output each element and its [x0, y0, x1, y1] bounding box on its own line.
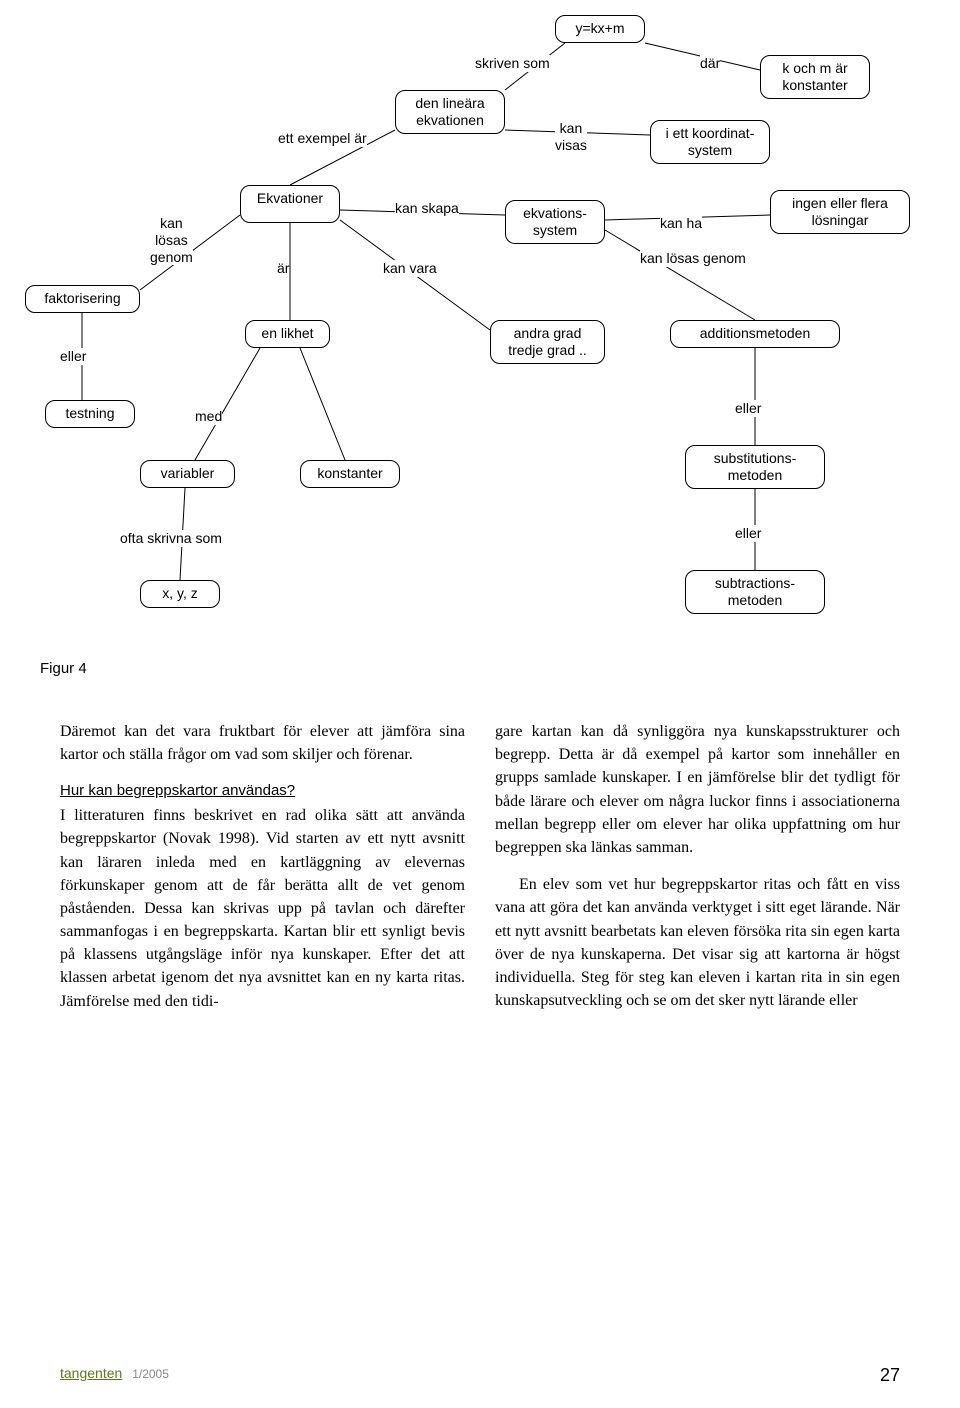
concept-map-diagram: y=kx+m den lineära ekvationen k och m är k… [0, 0, 960, 640]
left-p1: Däremot kan det vara fruktbart för eleve… [60, 720, 465, 766]
page-footer: tangenten 1/2005 27 [60, 1365, 900, 1386]
label-kanskapa: kan skapa [395, 200, 459, 217]
subheading: Hur kan begreppskartor användas? [60, 780, 465, 802]
figure-caption: Figur 4 [40, 660, 87, 677]
label-eller3: eller [735, 525, 761, 542]
node-enlikhet: en likhet [245, 320, 330, 348]
node-km_const: k och m är konstanter [760, 55, 870, 99]
node-ekv: Ekvationer [240, 185, 340, 223]
edge [300, 348, 345, 460]
node-testning: testning [45, 400, 135, 428]
label-med: med [195, 408, 222, 425]
edge [605, 230, 755, 320]
node-variabler: variabler [140, 460, 235, 488]
node-faktor: faktorisering [25, 285, 140, 313]
label-kanha: kan ha [660, 215, 702, 232]
issue-number: 1/2005 [132, 1367, 169, 1381]
label-kanvara: kan vara [383, 260, 437, 277]
left-p2: I litteraturen finns beskrivet en rad ol… [60, 804, 465, 1013]
node-konstanter: konstanter [300, 460, 400, 488]
label-kanlosas: kan lösas genom [150, 215, 193, 265]
label-dar: där [700, 55, 720, 72]
label-eller2: eller [735, 400, 761, 417]
right-p2: En elev som vet hur begreppskartor ritas… [495, 873, 900, 1012]
left-column: Däremot kan det vara fruktbart för eleve… [60, 720, 465, 1027]
node-andra: andra grad tredje grad .. [490, 320, 605, 364]
right-p1: gare kartan kan då synliggöra nya kunska… [495, 720, 900, 859]
node-ingen: ingen eller flera lösningar [770, 190, 910, 234]
right-column: gare kartan kan då synliggöra nya kunska… [495, 720, 900, 1027]
node-linear: den lineära ekvationen [395, 90, 505, 134]
label-ettex: ett exempel är [278, 130, 367, 147]
node-addmet: additionsmetoden [670, 320, 840, 348]
label-ar: är [277, 260, 289, 277]
node-xyz: x, y, z [140, 580, 220, 608]
node-ekvsys: ekvations- system [505, 200, 605, 244]
page-number: 27 [880, 1365, 900, 1386]
label-eller1: eller [60, 348, 86, 365]
label-skriven: skriven som [475, 55, 550, 72]
journal-name: tangenten [60, 1365, 122, 1381]
footer-left: tangenten 1/2005 [60, 1365, 169, 1386]
node-koord: i ett koordinat- system [650, 120, 770, 164]
label-ofta: ofta skrivna som [120, 530, 222, 547]
body-text: Däremot kan det vara fruktbart för eleve… [60, 720, 900, 1027]
node-ykm: y=kx+m [555, 15, 645, 43]
label-kanlosas2: kan lösas genom [640, 250, 746, 267]
node-subtrmet: subtractions- metoden [685, 570, 825, 614]
edge [195, 348, 260, 460]
label-kanvisas: kan visas [555, 120, 587, 154]
node-submet: substitutions- metoden [685, 445, 825, 489]
